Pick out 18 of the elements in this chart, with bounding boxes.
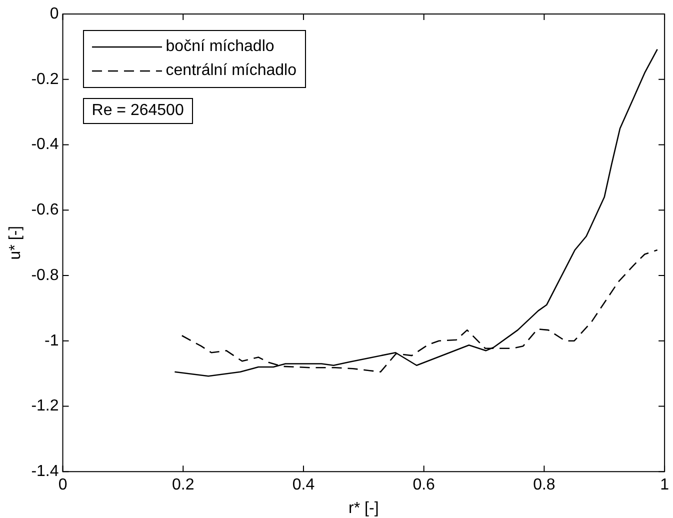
- x-axis-title: r* [-]: [348, 500, 379, 517]
- x-tick-label: 0.4: [292, 476, 315, 494]
- y-axis-title: u* [-]: [7, 226, 24, 260]
- y-tick-label: -1: [44, 332, 59, 350]
- annotation: Re = 264500: [82, 98, 193, 124]
- y-tick-label: -1.2: [31, 398, 59, 415]
- y-tick-label: -0.8: [31, 266, 59, 284]
- legend-label: centrální míchadlo: [166, 62, 296, 80]
- legend-label: boční míchadlo: [166, 38, 274, 56]
- y-tick-label: 0: [50, 5, 59, 22]
- y-tick-label: -0.2: [31, 70, 59, 88]
- x-tick-label: 0.6: [412, 476, 436, 494]
- y-tick-label: -0.4: [31, 136, 59, 154]
- y-tick-label: -0.6: [31, 202, 59, 219]
- x-tick-label: 0.2: [172, 476, 194, 494]
- y-tick-label: -1.4: [31, 463, 59, 480]
- x-tick-label: 0.8: [533, 476, 556, 494]
- x-tick-label: 1: [660, 476, 670, 494]
